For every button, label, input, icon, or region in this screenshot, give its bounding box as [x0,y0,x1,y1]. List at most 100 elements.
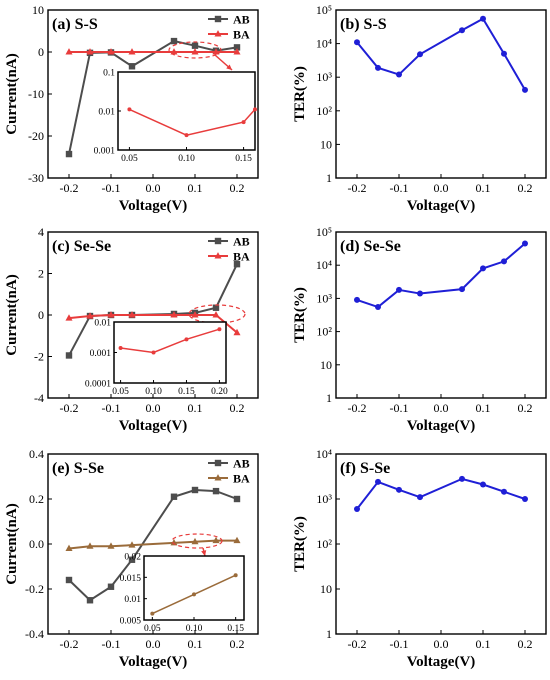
x-tick-label: 0.1 [188,401,203,415]
panel-a: -0.2 -0.1 0.0 0.1 0.2 -30 -20 -10 0 10 Voltage(V) C… [4,3,259,214]
inset-data-point [192,592,196,597]
data-point [128,556,136,563]
x-axis-title: Voltage(V) [407,654,476,670]
data-point [233,44,241,51]
y-tick-label: 4 [38,225,44,239]
inset-data-point [253,107,257,112]
inset-x-tick-label: 0.15 [227,624,244,634]
x-tick-label: -0.2 [348,401,367,415]
legend-label: AB [233,457,250,471]
inset-data-point [118,346,123,351]
data-point [354,39,360,46]
y-tick-label: 0.0 [29,537,44,551]
y-tick-label: -4 [34,391,44,405]
y-tick-label: -20 [28,129,44,143]
inset-x-tick-label: 0.10 [145,387,162,397]
y-tick-label: 10² [316,537,332,551]
panel-title: (f) S-Se [340,460,390,477]
data-point [233,260,241,268]
inset-e: 0.05 0.10 0.15 0.005 0.01 0.015 0.02 [120,553,245,634]
y-tick-label: 10 [320,358,332,372]
panel-title: (b) S-S [340,16,387,33]
legend-marker [214,237,222,245]
y-axis-title: Current(nA) [4,274,20,355]
legend-label: BA [233,250,250,264]
inset-y-tick-label: 0.01 [98,108,115,118]
x-tick-label: 0.2 [230,181,245,195]
inset-frame [113,321,227,384]
legend-label: BA [233,472,250,486]
data-point [354,505,360,512]
inset-x-tick-label: 0.10 [186,624,203,634]
x-tick-label: 0.0 [434,181,449,195]
data-point [375,64,381,71]
inset-data-point [217,327,222,332]
data-point [65,352,73,359]
data-point [170,48,178,55]
series-line-ab [68,488,238,602]
y-tick-label: 10⁴ [316,447,332,461]
x-tick-label: 0.0 [146,401,161,415]
data-point [170,311,178,318]
y-tick-label: 10⁵ [316,3,332,17]
data-point [522,240,528,247]
y-tick-label: 1 [326,627,332,641]
legend-label: AB [233,235,250,249]
inset-y-tick-label: 0.015 [120,574,142,584]
inset-data-point [241,120,246,125]
y-axis-title: TER(%) [292,516,308,572]
inset-x-tick-label: 0.10 [178,154,195,164]
data-point [212,304,220,311]
x-tick-label: -0.1 [102,401,121,415]
data-point [107,583,115,590]
x-tick-label: 0.2 [518,401,533,415]
inset-series-line [129,108,256,136]
series-line-ter [356,242,526,309]
inset-y-tick-label: 0.001 [90,349,112,359]
y-tick-label: 10⁴ [316,37,332,51]
x-tick-label: 0.0 [146,181,161,195]
data-point [212,311,220,318]
data-point [233,495,241,503]
data-point [480,481,486,488]
y-tick-label: 10 [320,137,332,151]
y-axis-title: Current(nA) [4,53,20,134]
inset-x-tick-label: 0.15 [178,387,195,397]
panel-title: (a) S-S [52,16,98,33]
data-point [128,311,136,318]
data-point [233,48,241,55]
legend-marker [214,30,222,37]
y-tick-label: -0.2 [25,582,44,596]
x-axis-title: Voltage(V) [119,418,188,434]
arrow-head [226,64,232,70]
y-tick-label: 2 [38,267,44,281]
data-point [128,48,136,55]
highlight-ellipse [168,41,222,59]
data-point [65,48,73,55]
x-tick-label: -0.2 [348,637,367,651]
x-tick-label: 0.2 [518,637,533,651]
inset-y-tick-label: 0.01 [94,319,111,329]
data-point [396,486,402,493]
data-point [86,312,94,319]
data-point [107,311,115,318]
panel-title: (e) S-Se [52,460,104,477]
data-point [65,576,73,584]
data-point [86,48,94,55]
data-point [396,286,402,293]
data-point [107,48,115,55]
inset-data-point [184,337,189,342]
panel-f: -0.2 -0.1 0.0 0.1 0.2 1 10 10² 10³ 10⁴ Voltage(V) T… [292,447,547,670]
plot-frame [335,453,547,635]
y-tick-label: -0.4 [25,627,44,641]
y-tick-label: 0 [38,308,44,322]
x-tick-label: 0.0 [146,637,161,651]
data-point [170,539,178,546]
data-point [522,86,528,93]
x-tick-label: 0.0 [434,401,449,415]
y-tick-label: 10⁴ [316,258,332,272]
x-tick-label: 0.2 [230,637,245,651]
inset-x-tick-label: 0.05 [112,387,129,397]
data-point [191,486,199,494]
